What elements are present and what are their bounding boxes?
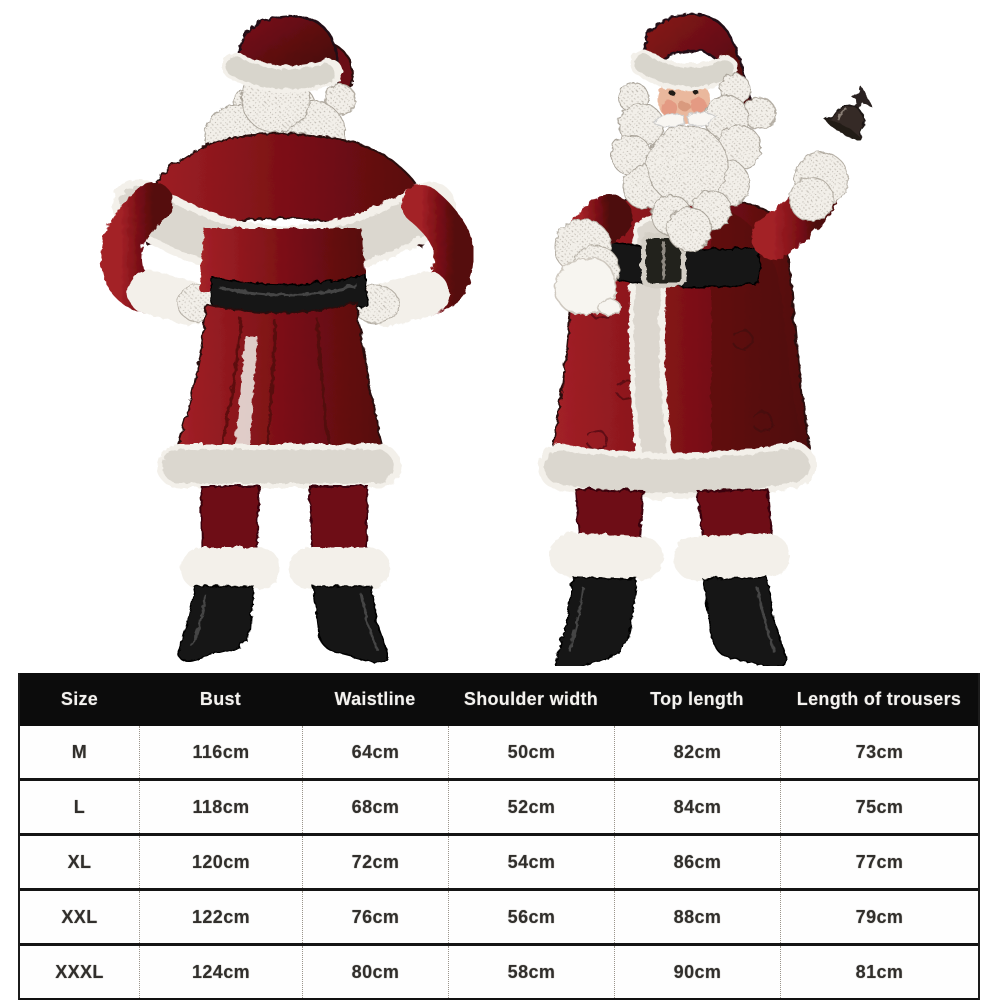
trousers-length-cell: 79cm — [780, 891, 978, 943]
size-cell: M — [71, 741, 88, 762]
top-length-cell: 86cm — [614, 836, 780, 888]
top-length-cell: 88cm — [614, 891, 780, 943]
top-length-cell: 90cm — [614, 946, 780, 998]
bust-cell: 120cm — [139, 836, 302, 888]
top-length-cell: 82cm — [614, 726, 780, 778]
santa-costume-back-view-image — [100, 13, 474, 662]
waistline-cell: 72cm — [302, 836, 448, 888]
coat-torso — [198, 227, 366, 290]
waistline-cell: 64cm — [302, 726, 448, 778]
top-length-cell: 84cm — [614, 781, 780, 833]
bust-cell: 118cm — [139, 781, 302, 833]
black-boots — [176, 584, 388, 662]
bust-cell: 124cm — [139, 946, 302, 998]
santa-beard — [609, 72, 761, 251]
size-cell: L — [73, 796, 86, 817]
table-row-xxxl: XXXL 124cm 80cm 58cm 90cm 81cm — [20, 943, 978, 998]
waistline-cell: 76cm — [302, 891, 448, 943]
column-header-bust: Bust — [199, 689, 242, 709]
shoulder-width-cell: 56cm — [448, 891, 614, 943]
white-glove — [553, 255, 620, 315]
size-cell: XL — [67, 851, 92, 872]
shoulder-width-cell: 50cm — [448, 726, 614, 778]
column-header-shoulder-width: Shoulder width — [463, 689, 599, 709]
fur-boot-cuffs — [548, 532, 788, 579]
column-header-waistline: Waistline — [334, 689, 416, 709]
size-chart-table: Size Bust Waistline Shoulder width Top l… — [18, 673, 980, 1000]
santa-mustache — [651, 110, 717, 127]
waistline-cell: 68cm — [302, 781, 448, 833]
coat-skirt — [174, 299, 384, 448]
santa-pants — [572, 486, 772, 538]
table-row-xxl: XXL 122cm 76cm 56cm 88cm 79cm — [20, 888, 978, 943]
trousers-length-cell: 75cm — [780, 781, 978, 833]
waistline-cell: 80cm — [302, 946, 448, 998]
shoulder-width-cell: 54cm — [448, 836, 614, 888]
column-header-length-of-trousers: Length of trousers — [796, 689, 962, 709]
fur-cuff-right — [787, 150, 848, 221]
size-cell: XXL — [61, 906, 98, 927]
santa-pants — [198, 484, 368, 552]
size-cell: XXXL — [55, 961, 104, 982]
trousers-length-cell: 77cm — [780, 836, 978, 888]
santa-costume-front-view-image — [537, 11, 872, 666]
shoulder-width-cell: 58cm — [448, 946, 614, 998]
table-row-m: M 116cm 64cm 50cm 82cm 73cm — [20, 726, 978, 778]
table-row-l: L 118cm 68cm 52cm 84cm 75cm — [20, 778, 978, 833]
black-boots — [553, 575, 786, 666]
shoulder-width-cell: 52cm — [448, 781, 614, 833]
size-chart-header-row: Size Bust Waistline Shoulder width Top l… — [20, 673, 978, 726]
bust-cell: 116cm — [139, 726, 302, 778]
column-header-top-length: Top length — [650, 689, 744, 709]
table-row-xl: XL 120cm 72cm 54cm 86cm 77cm — [20, 833, 978, 888]
bust-cell: 122cm — [139, 891, 302, 943]
column-header-size: Size — [60, 689, 99, 709]
hand-bell — [823, 86, 872, 140]
trousers-length-cell: 73cm — [780, 726, 978, 778]
trousers-length-cell: 81cm — [780, 946, 978, 998]
